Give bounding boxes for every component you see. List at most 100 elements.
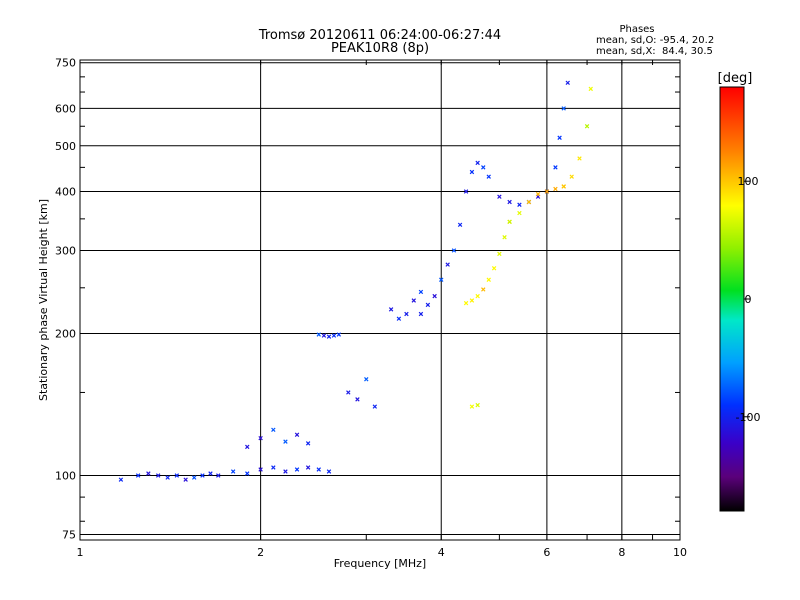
data-point-o (174, 473, 180, 478)
data-point-o (497, 194, 502, 199)
chart-subtitle: PEAK10R8 (8p) (331, 41, 429, 56)
data-point-x (588, 86, 593, 92)
data-point-o (457, 222, 463, 228)
data-point-o (216, 473, 221, 478)
data-point-o (305, 465, 311, 470)
y-tick-label: 75 (62, 528, 76, 541)
data-point-x (517, 210, 522, 216)
chart-title: Tromsø 20120611 06:24:00-06:27:44 (258, 28, 501, 43)
y-axis-ticks: 75 100 200 300 400 500 600 750 (55, 57, 680, 541)
data-point-o (326, 469, 332, 474)
data-point-o (155, 473, 161, 478)
data-point-x (463, 300, 469, 306)
data-point-x (544, 189, 550, 194)
data-point-o (355, 397, 360, 402)
data-point-o (336, 332, 342, 337)
data-point-o (283, 439, 288, 444)
x-tick-label: 1 (77, 546, 84, 559)
data-point-o (321, 333, 327, 338)
data-point-o (418, 311, 424, 317)
data-point-o (507, 199, 512, 205)
data-point-x (497, 251, 502, 257)
y-tick-label: 100 (55, 470, 76, 483)
data-point-o (439, 277, 444, 282)
data-point-o (294, 432, 300, 438)
data-point-x (486, 277, 491, 282)
data-point-o (475, 160, 480, 166)
x-axis-ticks: 1 2 4 6 8 10 (77, 60, 687, 559)
colorbar-tick-label: 0 (745, 293, 752, 306)
data-point-o (118, 477, 124, 482)
y-tick-label: 400 (55, 186, 76, 199)
data-point-o (418, 289, 424, 295)
x-tick-label: 6 (543, 546, 550, 559)
colorbar-tick-label: -100 (736, 411, 761, 424)
data-point-x (577, 156, 582, 161)
data-point-o (346, 390, 351, 395)
data-point-o (245, 471, 250, 476)
data-point-o (565, 80, 570, 86)
data-point-o (404, 311, 409, 317)
data-point-x (475, 402, 480, 408)
data-point-o (432, 293, 437, 299)
data-point-o (469, 169, 475, 175)
data-point-o (445, 262, 450, 267)
data-point-o (372, 404, 378, 409)
data-point-x (502, 234, 507, 240)
phase-stats-heading: Phases (619, 24, 654, 35)
data-point-o (561, 106, 566, 111)
data-point-o (364, 377, 369, 382)
data-point-x (481, 287, 486, 292)
data-point-o (517, 202, 522, 207)
data-point-o (208, 471, 213, 476)
x-tick-label: 2 (257, 546, 264, 559)
data-point-o (245, 444, 250, 450)
y-axis-label: Stationary phase Virtual Height [km] (37, 199, 50, 401)
data-point-o (294, 467, 300, 472)
data-point-o (451, 248, 457, 253)
data-point-o (481, 165, 486, 170)
data-point-o (411, 298, 417, 303)
data-point-o (425, 302, 431, 308)
data-point-o (305, 441, 311, 446)
data-point-x (491, 266, 497, 271)
data-point-x (469, 404, 475, 409)
data-point-o (326, 334, 332, 339)
data-point-o (230, 469, 236, 474)
data-point-o (191, 475, 197, 480)
data-point-o (316, 332, 321, 337)
y-tick-label: 200 (55, 328, 76, 341)
y-tick-label: 300 (55, 244, 76, 257)
x-tick-label: 4 (438, 546, 445, 559)
data-point-o (463, 189, 469, 194)
colorbar-tick-label: 100 (738, 175, 759, 188)
data-points (118, 80, 593, 482)
data-point-o (146, 471, 151, 476)
data-point-o (183, 477, 188, 482)
data-point-x (584, 124, 590, 129)
grid-lines (80, 60, 680, 540)
data-point-x (526, 199, 532, 205)
x-tick-label: 8 (618, 546, 625, 559)
colorbar (719, 86, 745, 512)
x-tick-label: 10 (673, 546, 687, 559)
data-point-o (258, 467, 263, 472)
data-point-o (283, 469, 288, 474)
colorbar-unit-label: [deg] (718, 71, 753, 86)
data-point-o (258, 435, 263, 441)
data-point-o (271, 427, 276, 433)
data-point-x (507, 219, 512, 225)
data-point-x (553, 186, 558, 192)
data-point-x (475, 293, 480, 299)
data-point-o (316, 467, 321, 472)
x-axis-label: Frequency [MHz] (334, 557, 426, 570)
data-point-o (331, 333, 337, 338)
colorbar-ticks: 100 0 -100 (736, 175, 761, 424)
data-point-x (569, 174, 574, 179)
phase-stats-x: mean, sd,X: 84.4, 30.5 (596, 46, 713, 57)
data-point-o (557, 135, 562, 140)
data-point-o (135, 473, 141, 478)
data-point-x (535, 191, 541, 197)
data-point-o (396, 316, 402, 321)
